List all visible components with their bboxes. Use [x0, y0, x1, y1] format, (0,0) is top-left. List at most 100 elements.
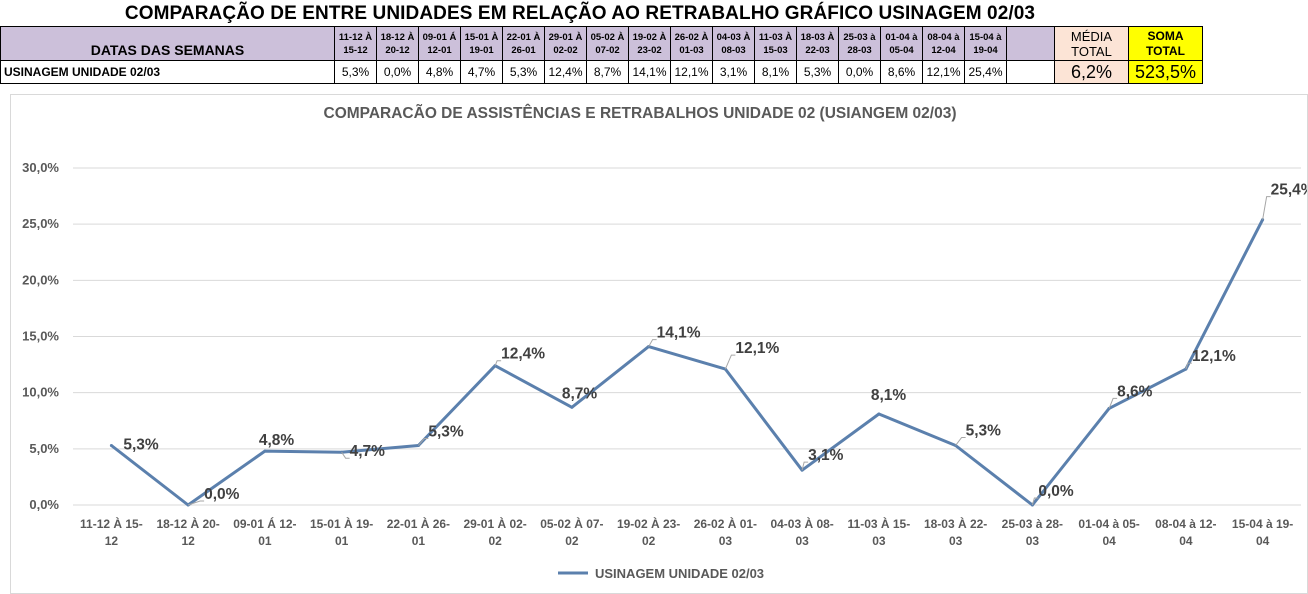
value-cell[interactable]: 4,8% [418, 60, 461, 84]
x-tick-label: 15-01 À 19-01 [310, 516, 373, 548]
label-leader-line [648, 339, 657, 347]
x-tick-label: 15-04 à 19-04 [1232, 517, 1293, 548]
week-header[interactable]: 18-12 À 20-12 [376, 26, 419, 61]
data-label: 3,1% [808, 447, 844, 464]
x-tick-label: 04-03 À 08-03 [770, 516, 833, 548]
label-leader-line [341, 451, 350, 459]
week-header[interactable]: 19-02 À 23-02 [628, 26, 671, 61]
value-cell[interactable]: 8,1% [754, 60, 797, 84]
value-cell[interactable]: 5,3% [502, 60, 545, 84]
week-header[interactable]: 09-01 Á 12-01 [418, 26, 461, 61]
week-header[interactable]: 15-04 à 19-04 [964, 26, 1007, 61]
x-tick-label: 08-04 à 12-04 [1155, 517, 1216, 548]
week-header[interactable]: 26-02 À 01-03 [670, 26, 713, 61]
data-label: 5,3% [966, 422, 1002, 439]
data-label: 12,1% [735, 340, 779, 357]
x-tick-label: 29-01 À 02-02 [463, 516, 526, 548]
x-tick-label: 18-12 À 20-12 [156, 516, 219, 548]
week-header[interactable]: 18-03 À 22-03 [796, 26, 839, 61]
label-leader-line [955, 436, 966, 446]
label-leader-line [1031, 497, 1039, 506]
data-label: 8,1% [871, 387, 907, 404]
sheet-title: COMPARAÇÃO DE ENTRE UNIDADES EM RELAÇÃO … [124, 3, 1036, 24]
value-cell[interactable]: 3,1% [712, 60, 755, 84]
y-tick-label: 30,0% [22, 160, 59, 175]
weekly-table: DATAS DAS SEMANAS 11-12 À 15-12 18-12 À 20… [0, 26, 1203, 84]
line-chart[interactable]: COMPARACÃO DE ASSISTÊNCIAS E RETRABALHOS… [10, 94, 1308, 594]
data-point [570, 405, 574, 409]
label-leader-line [1262, 196, 1271, 220]
value-cell[interactable]: 4,7% [460, 60, 503, 84]
week-header[interactable]: 11-03 À 15-03 [754, 26, 797, 61]
data-point [263, 449, 267, 453]
empty-header-cell[interactable] [1006, 26, 1055, 61]
y-tick-label: 5,0% [29, 441, 59, 456]
y-axis-ticks: 0,0% 5,0% 10,0% 15,0% 20,0% 25,0% 30,0% [22, 160, 59, 512]
x-tick-label: 11-03 À 15-03 [848, 516, 911, 548]
label-leader-line [1108, 397, 1118, 409]
data-label: 8,6% [1117, 383, 1153, 400]
week-header[interactable]: 04-03 À 08-03 [712, 26, 755, 61]
data-labels: 5,3% 0,0% 4,8% 4,7% 5,3% 12,4% 8,7% 14,1% 12,1% 3… [123, 182, 1307, 506]
x-tick-label: 01-04 à 05-04 [1078, 517, 1139, 548]
data-label: 12,4% [501, 346, 545, 363]
week-header[interactable]: 11-12 À 15-12 [334, 26, 377, 61]
x-tick-label: 18-03 À 22-03 [924, 516, 987, 548]
value-cell[interactable]: 12,1% [670, 60, 713, 84]
legend[interactable]: USINAGEM UNIDADE 02/03 [558, 566, 764, 581]
x-tick-label: 22-01 À 26-01 [387, 516, 450, 548]
empty-value-cell[interactable] [1006, 60, 1055, 84]
media-total-header[interactable]: MÉDIA TOTAL [1054, 26, 1129, 61]
chart-canvas: COMPARACÃO DE ASSISTÊNCIAS E RETRABALHOS… [22, 104, 1307, 581]
x-tick-label: 09-01 Á 12-01 [233, 516, 296, 548]
label-leader-line [1185, 362, 1192, 370]
week-header[interactable]: 01-04 à 05-04 [880, 26, 923, 61]
week-header[interactable]: 08-04 à 12-04 [922, 26, 965, 61]
y-tick-label: 15,0% [22, 329, 59, 344]
week-header[interactable]: 25-03 à 28-03 [838, 26, 881, 61]
week-header[interactable]: 29-01 À 02-02 [544, 26, 587, 61]
legend-label: USINAGEM UNIDADE 02/03 [595, 566, 764, 581]
gridlines [73, 167, 1301, 506]
data-label: 12,1% [1192, 348, 1236, 365]
week-header[interactable]: 05-02 À 07-02 [586, 26, 629, 61]
x-tick-label: 25-03 à 28-03 [1002, 517, 1063, 548]
media-total-value[interactable]: 6,2% [1054, 60, 1129, 84]
label-leader-line [494, 360, 502, 366]
value-cell[interactable]: 0,0% [376, 60, 419, 84]
data-point [877, 412, 881, 416]
header-row: DATAS DAS SEMANAS 11-12 À 15-12 18-12 À 20… [0, 26, 1203, 61]
label-leader-line [724, 354, 736, 370]
value-cell[interactable]: 25,4% [964, 60, 1007, 84]
value-cell[interactable]: 5,3% [334, 60, 377, 84]
value-cell[interactable]: 8,6% [880, 60, 923, 84]
data-label: 4,8% [259, 432, 295, 449]
data-label: 0,0% [204, 486, 240, 503]
soma-total-header[interactable]: SOMA TOTAL [1128, 26, 1203, 61]
data-label: 14,1% [657, 325, 701, 342]
series-line [110, 219, 1264, 507]
label-leader-line [801, 461, 809, 471]
row-label[interactable]: USINAGEM UNIDADE 02/03 [0, 60, 335, 84]
label-leader-line [187, 500, 205, 506]
value-cell[interactable]: 8,7% [586, 60, 629, 84]
value-cell[interactable]: 12,1% [922, 60, 965, 84]
data-label: 8,7% [562, 385, 598, 402]
y-tick-label: 25,0% [22, 216, 59, 231]
data-label: 25,4% [1271, 182, 1307, 199]
data-label: 5,3% [123, 436, 159, 453]
value-cell[interactable]: 12,4% [544, 60, 587, 84]
data-label: 5,3% [428, 423, 464, 440]
value-cell[interactable]: 5,3% [796, 60, 839, 84]
x-tick-label: 19-02 À 23-02 [617, 516, 680, 548]
value-cell[interactable]: 14,1% [628, 60, 671, 84]
y-tick-label: 10,0% [22, 385, 59, 400]
values-row: USINAGEM UNIDADE 02/03 5,3% 0,0% 4,8% 4,… [0, 60, 1203, 84]
y-tick-label: 0,0% [29, 497, 59, 512]
week-header[interactable]: 22-01 À 26-01 [502, 26, 545, 61]
label-leader-line [417, 437, 429, 446]
week-header[interactable]: 15-01 À 19-01 [460, 26, 503, 61]
value-cell[interactable]: 0,0% [838, 60, 881, 84]
chart-title: COMPARACÃO DE ASSISTÊNCIAS E RETRABALHOS… [324, 104, 957, 122]
soma-total-value[interactable]: 523,5% [1128, 60, 1203, 84]
